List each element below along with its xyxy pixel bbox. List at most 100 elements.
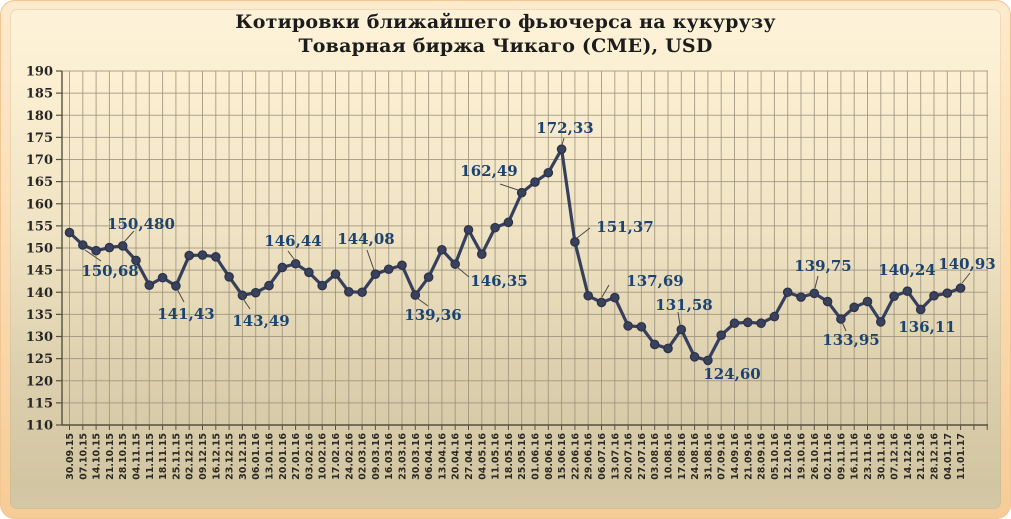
data-point-marker (184, 250, 194, 261)
x-tick-label: 17.08.16 (677, 433, 688, 480)
data-point-marker (703, 355, 713, 366)
data-point-marker (423, 272, 434, 283)
data-point-marker (64, 227, 75, 238)
x-tick-label: 01.06.16 (531, 433, 542, 480)
y-tick-label: 110 (26, 419, 53, 434)
data-label: 136,11 (898, 318, 955, 336)
data-point-marker (676, 324, 687, 335)
data-point-marker (78, 240, 88, 250)
data-point-marker (769, 311, 780, 322)
x-tick-label: 26.10.16 (810, 433, 821, 480)
x-tick-label: 09.12.15 (198, 433, 209, 480)
data-point-marker (556, 144, 567, 154)
data-point-marker (104, 242, 115, 253)
data-label-leader (561, 137, 565, 146)
x-tick-label: 27.04.16 (464, 433, 475, 480)
data-point-marker (822, 296, 833, 307)
data-label-leader (456, 266, 470, 278)
y-tick-label: 175 (26, 131, 53, 146)
data-point-marker (689, 352, 700, 362)
x-tick-label: 21.10.15 (105, 433, 116, 480)
data-point-marker (357, 287, 367, 298)
x-tick-label: 07.09.16 (717, 433, 728, 480)
data-label: 146,44 (264, 232, 321, 250)
data-point-marker (663, 343, 673, 354)
data-label-leader (576, 227, 591, 239)
y-tick-label: 120 (26, 374, 53, 389)
y-tick-label: 145 (26, 264, 53, 279)
x-tick-label: 16.12.15 (211, 433, 222, 480)
data-point-marker (277, 262, 288, 273)
x-tick-label: 30.09.15 (65, 433, 76, 480)
data-point-marker (875, 317, 886, 327)
x-tick-label: 05.10.16 (770, 433, 781, 480)
x-tick-label: 23.12.15 (225, 433, 236, 480)
x-tick-label: 20.01.16 (278, 433, 289, 480)
data-point-marker (942, 288, 953, 298)
data-point-marker (250, 287, 261, 298)
data-point-marker (317, 280, 327, 291)
x-tick-label: 31.08.16 (703, 433, 714, 480)
data-label-leader (841, 321, 847, 332)
x-tick-label: 25.11.15 (171, 433, 182, 480)
data-point-marker (609, 292, 620, 303)
data-point-marker (463, 225, 474, 235)
x-tick-label: 13.01.16 (265, 433, 276, 480)
x-tick-label: 27.07.16 (637, 433, 648, 480)
data-label: 137,69 (626, 272, 683, 290)
data-point-marker (596, 297, 607, 308)
data-point-marker (782, 287, 793, 298)
data-point-marker (530, 177, 540, 187)
data-point-marker (570, 237, 580, 247)
data-label-leader (416, 297, 429, 307)
y-tick-label: 185 (26, 87, 53, 102)
data-point-marker (157, 272, 168, 283)
data-point-marker (849, 302, 859, 313)
data-point-marker (809, 288, 820, 299)
x-tick-label: 02.11.16 (823, 433, 834, 480)
x-tick-label: 16.11.16 (850, 433, 861, 480)
data-point-marker (450, 259, 460, 269)
data-label-leader (230, 280, 251, 310)
y-tick-label: 165 (26, 175, 53, 190)
y-tick-label: 125 (26, 352, 53, 367)
x-tick-label: 30.03.16 (411, 433, 422, 480)
y-tick-label: 190 (26, 65, 53, 80)
data-label-leader (601, 284, 610, 298)
data-point-marker (144, 280, 155, 290)
x-tick-label: 10.02.16 (318, 433, 329, 480)
data-point-marker (543, 167, 554, 178)
chart-title-line2: Товарная биржа Чикаго (CME), USD (298, 35, 713, 57)
x-tick-label: 13.07.16 (610, 433, 621, 480)
x-tick-label: 28.09.16 (757, 433, 768, 480)
data-point-marker (330, 269, 341, 279)
data-label-leader (176, 288, 185, 303)
x-tick-label: 27.01.16 (291, 433, 302, 480)
x-tick-label: 18.05.16 (504, 433, 515, 480)
x-tick-label: 13.04.16 (437, 433, 448, 480)
x-tick-label: 25.05.16 (517, 433, 528, 480)
data-label-leader (961, 272, 971, 284)
x-tick-label: 09.03.16 (371, 433, 382, 480)
x-tick-label: 04.05.16 (477, 433, 488, 480)
data-point-marker (902, 286, 913, 296)
data-label: 172,33 (536, 119, 593, 137)
x-tick-label: 20.07.16 (624, 433, 635, 480)
data-label-leader (814, 275, 819, 289)
data-label: 139,75 (794, 257, 851, 275)
data-label: 133,95 (822, 331, 879, 349)
data-label: 150,480 (107, 215, 175, 233)
y-tick-label: 135 (26, 308, 53, 323)
data-point-marker (91, 245, 101, 256)
x-tick-label: 14.09.16 (730, 433, 741, 480)
x-tick-label: 21.12.16 (916, 433, 927, 480)
x-tick-label: 11.01.17 (956, 433, 967, 480)
x-tick-label: 18.11.15 (158, 433, 169, 480)
data-point-marker (716, 330, 726, 340)
y-tick-label: 155 (26, 219, 53, 234)
data-point-marker (410, 290, 421, 300)
data-point-marker (304, 267, 314, 278)
x-tick-label: 28.12.16 (930, 433, 941, 480)
